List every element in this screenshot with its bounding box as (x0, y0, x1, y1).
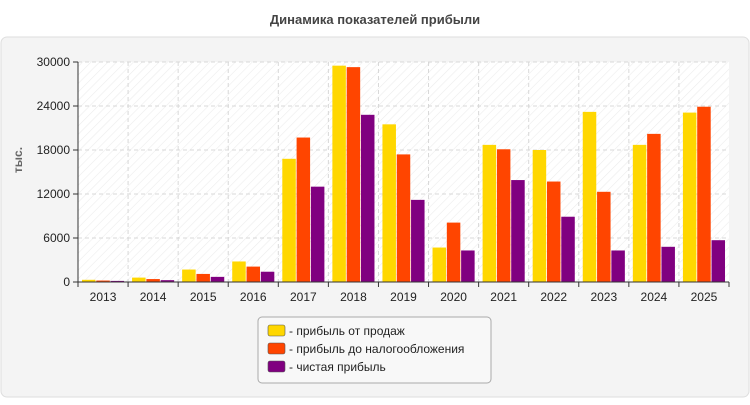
bar-2019-series-1 (382, 124, 396, 282)
x-tick-label: 2023 (590, 290, 617, 304)
bar-2020-series-1 (432, 247, 447, 282)
x-tick-labels: 2013 2014 2015 2016 2017 2018 2019 2020 2021 2022… (77, 282, 730, 304)
legend-box (257, 316, 492, 384)
y-tick-labels: 0 6000 12000 18000 24000 30000 (37, 55, 78, 289)
bar-2021-series-3 (511, 180, 525, 282)
bar-2015-series-3 (210, 276, 225, 282)
x-tick-label: 2013 (90, 290, 117, 304)
legend-label-3: - чистая прибыль (289, 360, 386, 374)
bar-2022-series-3 (561, 216, 575, 282)
bar-2021-series-2 (496, 149, 511, 282)
y-axis-label: тыс. (11, 147, 25, 173)
y-tick-label: 12000 (37, 187, 71, 201)
bar-2023-series-3 (611, 250, 625, 282)
bar-2018-series-2 (346, 67, 361, 282)
bar-2023-series-2 (597, 191, 611, 282)
bar-2016-series-3 (260, 271, 275, 282)
chart-title: Динамика показателей прибыли (270, 12, 480, 27)
legend-swatch-3 (267, 360, 286, 373)
bar-2014-series-1 (132, 277, 146, 282)
x-tick-label: 2019 (390, 290, 417, 304)
bar-2015-series-2 (196, 273, 210, 282)
axes (77, 62, 729, 283)
bar-2025-series-1 (682, 112, 697, 282)
bar-2024-series-2 (647, 133, 661, 282)
legend-label-2: - прибыль до налогообложения (289, 342, 464, 356)
legend-label-1: - прибыль от продаж (289, 324, 405, 338)
x-tick-label: 2025 (691, 290, 718, 304)
x-tick-label: 2018 (340, 290, 367, 304)
bar-2017-series-3 (310, 186, 325, 282)
bar-2024-series-1 (632, 144, 647, 282)
bar-2014-series-3 (160, 280, 175, 282)
grid (78, 61, 729, 282)
x-tick-label: 2020 (440, 290, 467, 304)
bar-2014-series-2 (146, 279, 160, 282)
x-tick-label: 2014 (140, 290, 167, 304)
legend-swatch-1 (267, 324, 286, 337)
bar-2023-series-1 (582, 111, 597, 282)
bar-2024-series-3 (661, 246, 675, 282)
bars (81, 65, 726, 283)
y-tick-label: 6000 (43, 231, 70, 245)
bar-2019-series-2 (396, 154, 411, 282)
x-tick-label: 2015 (190, 290, 217, 304)
x-tick-label: 2021 (490, 290, 517, 304)
bar-2017-series-1 (282, 158, 296, 282)
bar-2018-series-3 (360, 114, 375, 282)
bar-2013-series-2 (96, 280, 110, 282)
bar-2015-series-1 (182, 269, 196, 282)
bar-2022-series-2 (546, 181, 561, 282)
bar-2022-series-1 (532, 150, 547, 282)
legend-swatch-2 (267, 342, 286, 355)
bar-2017-series-2 (296, 137, 311, 282)
x-tick-label: 2024 (641, 290, 668, 304)
bar-2013-series-3 (110, 280, 125, 282)
bar-2021-series-1 (482, 144, 497, 282)
bar-2019-series-3 (411, 199, 425, 282)
x-tick-label: 2017 (290, 290, 317, 304)
y-tick-label: 18000 (37, 143, 71, 157)
bar-2025-series-2 (697, 106, 711, 282)
bar-2025-series-3 (711, 240, 726, 282)
x-tick-label: 2022 (540, 290, 567, 304)
y-tick-label: 24000 (37, 99, 71, 113)
legend: - прибыль от продаж - прибыль до налогооб… (267, 324, 464, 374)
bar-2020-series-3 (461, 250, 475, 282)
bar-2016-series-2 (246, 266, 261, 282)
bar-2016-series-1 (232, 261, 246, 282)
y-tick-label: 0 (63, 275, 70, 289)
bar-2020-series-2 (446, 222, 461, 282)
y-tick-label: 30000 (37, 55, 71, 69)
bar-2018-series-1 (332, 65, 346, 283)
x-tick-label: 2016 (240, 290, 267, 304)
bar-2013-series-1 (81, 279, 96, 282)
